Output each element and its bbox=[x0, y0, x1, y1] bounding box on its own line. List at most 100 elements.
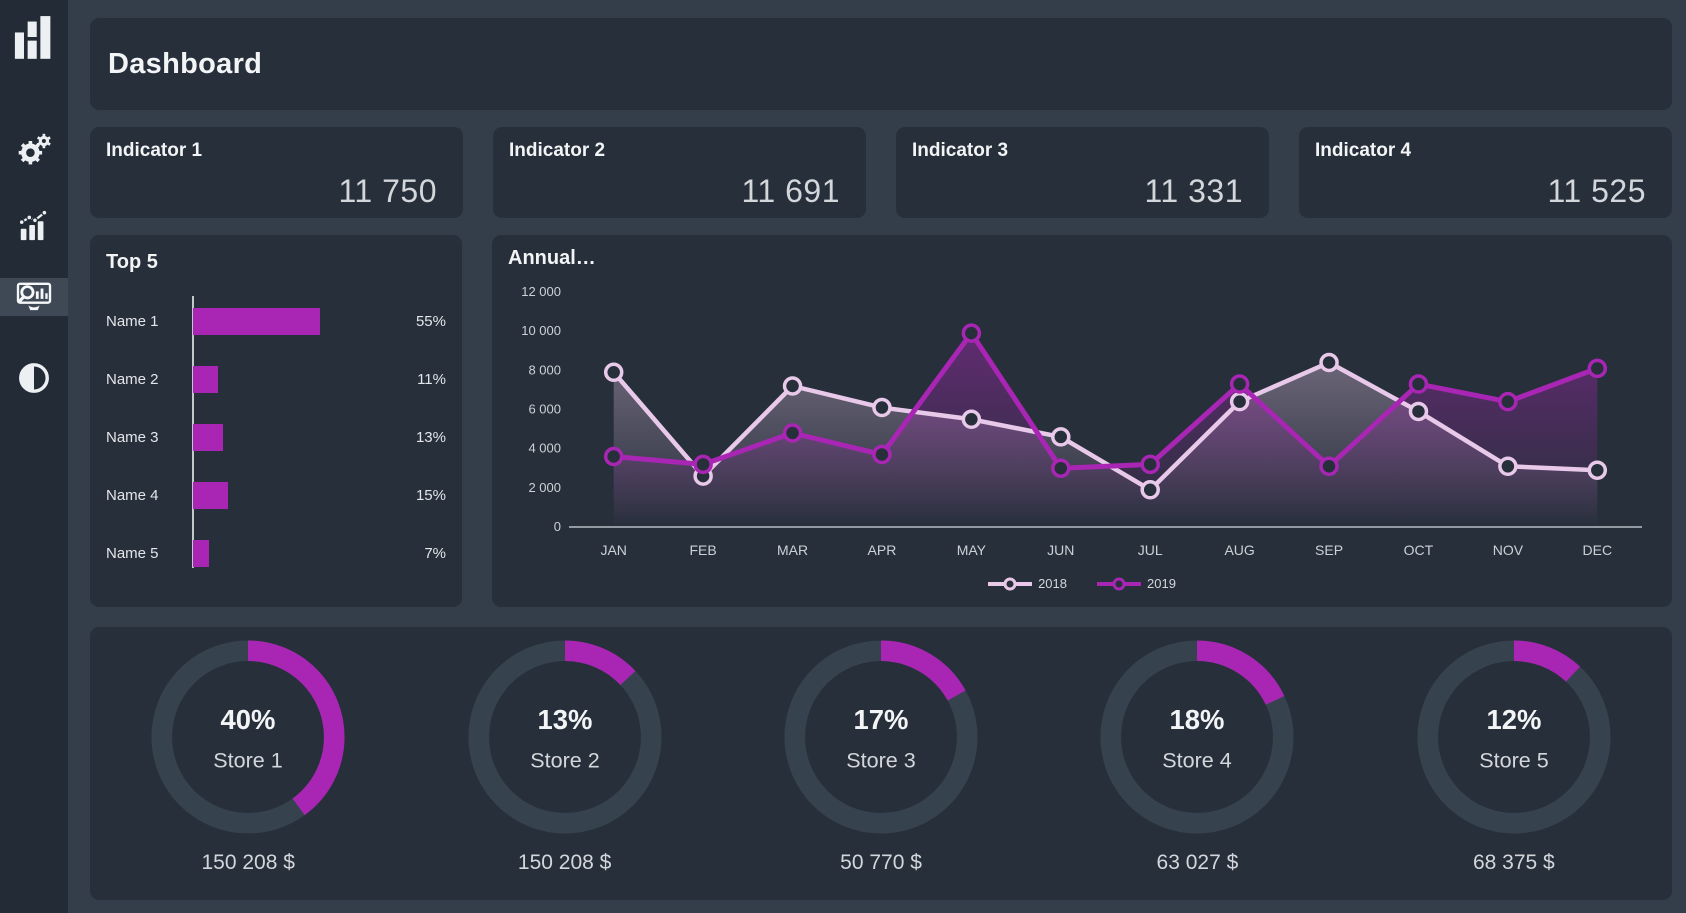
top5-category-label: Name 2 bbox=[106, 370, 159, 388]
marker-2019 bbox=[1408, 374, 1429, 394]
top5-bar-track bbox=[193, 481, 390, 509]
gauge-store-label: Store 5 bbox=[1479, 747, 1548, 772]
screen-magnifier-icon bbox=[16, 282, 52, 311]
bar-chart-logo-icon bbox=[14, 16, 51, 59]
y-axis-tick: 4 000 bbox=[528, 441, 561, 456]
x-axis-tick: JUL bbox=[1138, 542, 1163, 558]
annual-line-chart: 0 2 000 4 000 6 000 8 000 10 000 12 000 JAN FEB M… bbox=[508, 272, 1656, 572]
top5-bar bbox=[193, 307, 320, 335]
charts-row: Top 5 Name 1 55% Name 2 11% Name 3 13% N… bbox=[90, 235, 1672, 607]
donut-arc bbox=[784, 640, 978, 834]
header-card: Dashboard bbox=[90, 18, 1672, 110]
store-gauge: 18% Store 4 63 027 $ bbox=[1039, 639, 1355, 900]
indicator-value: 11 750 bbox=[338, 173, 437, 209]
legend-marker-icon bbox=[1097, 577, 1141, 590]
donut-arc bbox=[151, 640, 345, 834]
x-axis-tick: OCT bbox=[1404, 542, 1434, 558]
top5-row: Name 2 11% bbox=[106, 350, 446, 408]
top5-percent-label: 55% bbox=[415, 312, 446, 330]
donut-chart: 13% Store 2 bbox=[468, 640, 662, 834]
donut-arc bbox=[468, 640, 662, 834]
store-gauge: 40% Store 1 150 208 $ bbox=[90, 639, 406, 900]
gauge-percent: 18% bbox=[1170, 704, 1225, 735]
gauge-amount: 50 770 $ bbox=[840, 851, 922, 874]
gauge-percent: 40% bbox=[221, 704, 276, 735]
marker-2018 bbox=[1319, 352, 1339, 373]
gauge-store-label: Store 1 bbox=[213, 747, 282, 772]
gauge-store-label: Store 2 bbox=[530, 747, 599, 772]
sidebar-item-theme-contrast[interactable] bbox=[17, 361, 51, 395]
top5-bar bbox=[193, 539, 210, 567]
x-axis-tick: NOV bbox=[1493, 542, 1524, 558]
top5-bar bbox=[193, 365, 219, 393]
marker-2019 bbox=[1140, 454, 1160, 475]
marker-2018 bbox=[1051, 427, 1071, 447]
gauge-store-label: Store 3 bbox=[846, 747, 915, 772]
gauge-amount: 68 375 $ bbox=[1472, 851, 1555, 874]
x-axis-tick: AUG bbox=[1224, 542, 1254, 558]
top5-category-label: Name 4 bbox=[106, 486, 159, 504]
annual-chart-card: Annual… 0 2 000 4 000 6 000 8 000 10 000 12 00… bbox=[492, 235, 1672, 607]
indicator-row: Indicator 1 11 750 Indicator 2 11 691 In… bbox=[90, 127, 1672, 218]
annual-line-chart-svg: 0 2 000 4 000 6 000 8 000 10 000 12 000 JAN FEB M… bbox=[521, 284, 1642, 558]
top5-bar bbox=[193, 423, 223, 451]
legend-item-2018: 2018 bbox=[988, 576, 1067, 591]
legend-item-2019: 2019 bbox=[1097, 576, 1176, 591]
top5-percent-label: 11% bbox=[417, 370, 446, 388]
gauge-percent: 12% bbox=[1486, 704, 1541, 735]
sidebar-item-analytics[interactable] bbox=[17, 208, 51, 242]
legend-label: 2018 bbox=[1038, 576, 1067, 591]
marker-2018 bbox=[603, 362, 624, 383]
sidebar bbox=[0, 0, 68, 913]
gauge-amount: 63 027 $ bbox=[1156, 851, 1239, 874]
indicator-card: Indicator 2 11 691 bbox=[493, 127, 866, 218]
marker-2018 bbox=[1587, 460, 1608, 480]
line-2018 bbox=[612, 360, 1598, 493]
x-axis-tick: MAR bbox=[777, 542, 808, 558]
marker-2019 bbox=[1051, 458, 1071, 478]
sidebar-item-settings[interactable] bbox=[16, 133, 52, 167]
marker-2019 bbox=[1587, 358, 1608, 379]
x-axis-tick: SEP bbox=[1315, 542, 1343, 558]
page-title: Dashboard bbox=[108, 47, 263, 80]
y-axis-tick: 0 bbox=[554, 519, 561, 534]
store-gauge: 13% Store 2 150 208 $ bbox=[406, 639, 722, 900]
gauge-percent: 13% bbox=[537, 704, 592, 735]
y-axis-tick: 10 000 bbox=[521, 323, 561, 338]
x-axis-tick: MAY bbox=[957, 542, 987, 558]
indicator-value: 11 691 bbox=[741, 173, 840, 209]
sidebar-item-logo[interactable] bbox=[14, 13, 54, 61]
y-axis-tick: 6 000 bbox=[528, 402, 561, 417]
marker-2018 bbox=[1498, 456, 1518, 477]
indicator-value: 11 525 bbox=[1547, 173, 1646, 209]
gauge-percent: 17% bbox=[854, 704, 909, 735]
top5-row: Name 4 15% bbox=[106, 466, 446, 524]
chart-trend-icon bbox=[18, 209, 48, 241]
marker-2018 bbox=[1408, 401, 1429, 422]
annual-title: Annual… bbox=[508, 247, 596, 269]
marker-2019 bbox=[1498, 391, 1518, 412]
x-axis-tick: APR bbox=[868, 542, 897, 558]
marker-2018 bbox=[961, 409, 982, 430]
donut-chart: 17% Store 3 bbox=[784, 640, 978, 834]
sidebar-item-dashboard-search[interactable] bbox=[0, 278, 68, 316]
donut-arc bbox=[1417, 640, 1611, 834]
indicator-value: 11 331 bbox=[1144, 173, 1243, 209]
top5-bar-track bbox=[193, 307, 390, 335]
donut-arc bbox=[1100, 640, 1294, 834]
x-axis-tick: FEB bbox=[690, 542, 717, 558]
top5-category-label: Name 3 bbox=[106, 428, 159, 446]
marker-2019 bbox=[961, 323, 982, 343]
marker-2018 bbox=[1229, 391, 1250, 412]
area-2019 bbox=[613, 333, 1598, 527]
top5-bar-track bbox=[193, 539, 390, 567]
top5-bar bbox=[193, 481, 228, 509]
chart-legend: 2018 2019 bbox=[508, 576, 1656, 591]
top5-row: Name 3 13% bbox=[106, 408, 446, 466]
store-gauge: 12% Store 5 68 375 $ bbox=[1356, 639, 1672, 900]
store-gauge: 17% Store 3 50 770 $ bbox=[723, 639, 1039, 900]
gauge-amount: 150 208 $ bbox=[517, 851, 612, 874]
line-2019 bbox=[613, 330, 1599, 471]
top5-bar-track bbox=[193, 365, 390, 393]
